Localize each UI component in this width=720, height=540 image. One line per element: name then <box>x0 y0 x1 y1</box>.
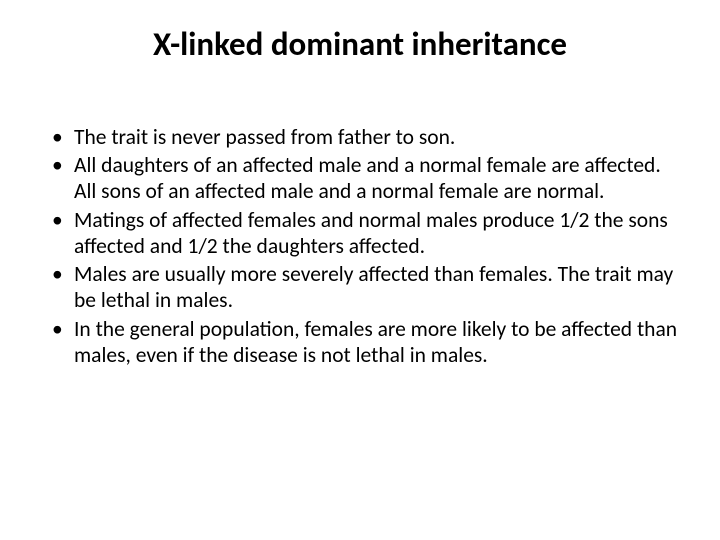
slide-title: X-linked dominant inheritance <box>40 24 680 64</box>
bullet-item: In the general population, females are m… <box>48 316 680 368</box>
bullet-item: The trait is never passed from father to… <box>48 124 680 150</box>
bullet-list: The trait is never passed from father to… <box>40 124 680 368</box>
bullet-item: All daughters of an affected male and a … <box>48 152 680 204</box>
bullet-item: Matings of affected females and normal m… <box>48 207 680 259</box>
slide-container: X-linked dominant inheritance The trait … <box>0 0 720 540</box>
bullet-item: Males are usually more severely affected… <box>48 261 680 313</box>
